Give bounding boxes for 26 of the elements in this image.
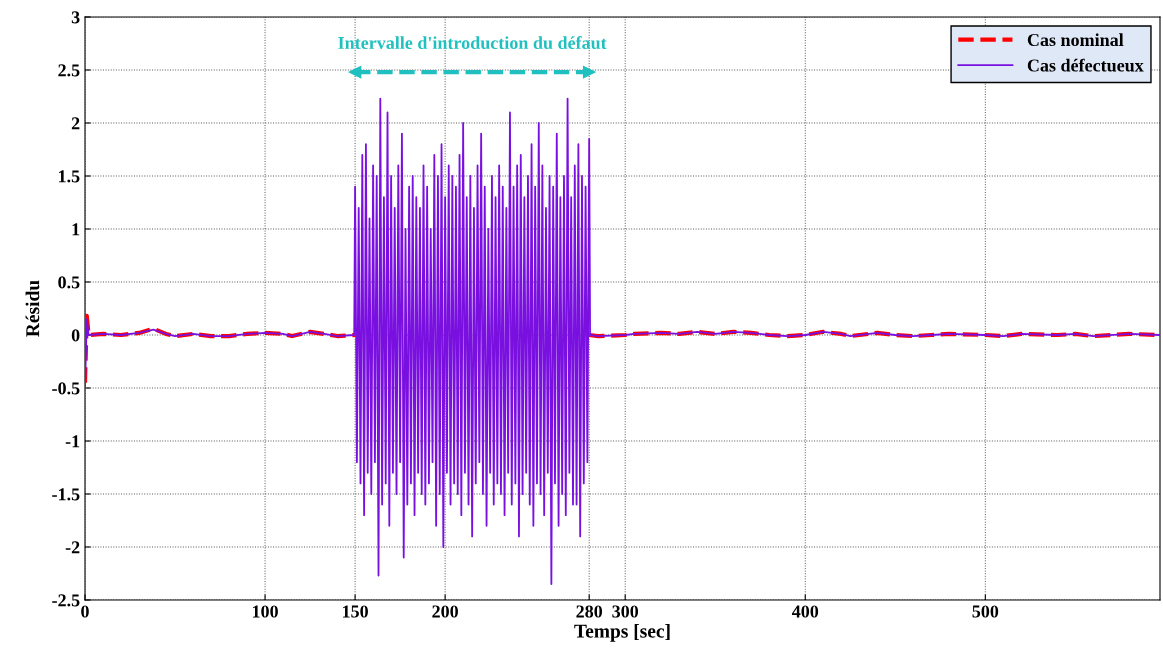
x-tick-label: 300 — [612, 605, 639, 618]
x-axis-title: Temps [sec] — [574, 624, 670, 642]
y-tick-label: 2.5 — [58, 64, 80, 77]
x-tick-label: 400 — [791, 605, 819, 618]
annotation: Intervalle d'introduction du défaut — [338, 36, 607, 50]
x-tick-label: 0 — [81, 605, 89, 618]
x-tick-label: 100 — [252, 605, 278, 618]
y-tick-label: -1.5 — [52, 488, 80, 501]
x-tick-label: 280 — [576, 605, 603, 618]
y-tick-label: 3 — [71, 11, 80, 24]
legend-label: Cas défectueux — [1027, 58, 1144, 72]
y-tick-label: -2.5 — [52, 594, 80, 607]
y-tick-label: -0.5 — [52, 382, 80, 395]
y-axis-title: Résidu — [25, 280, 40, 337]
y-tick-label: 0 — [71, 329, 80, 342]
line-series — [85, 97, 1160, 586]
x-tick-label: 200 — [432, 605, 458, 618]
y-tick-label: 0.5 — [58, 276, 80, 289]
y-tick-label: 2 — [71, 117, 80, 130]
y-tick-label: 1 — [72, 223, 80, 236]
y-tick-label: -1 — [65, 435, 80, 448]
x-tick-label: 150 — [343, 605, 368, 618]
y-tick-label: -2 — [65, 541, 80, 554]
x-tick-label: 500 — [972, 605, 999, 618]
legend-label: Cas nominal — [1027, 33, 1124, 47]
y-tick-label: 1.5 — [59, 170, 80, 183]
